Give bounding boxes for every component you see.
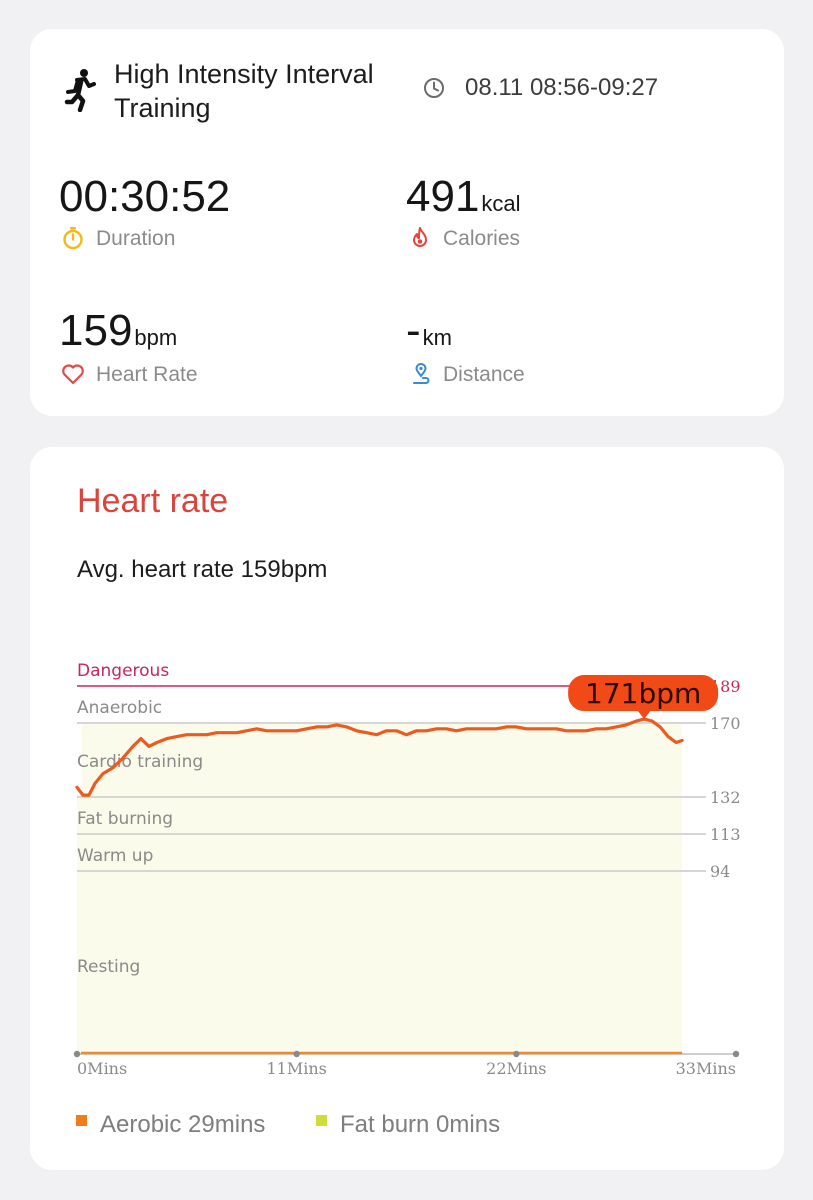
distance-value-text: - [406, 306, 421, 355]
clock-icon [424, 78, 444, 98]
running-person-icon [64, 69, 96, 112]
x-tick-11 [293, 1050, 300, 1058]
distance-unit: km [422, 325, 452, 350]
x-tick-33 [732, 1050, 740, 1058]
heart-rate-title: Heart rate [77, 482, 229, 520]
heart-rate-unit: bpm [134, 325, 178, 350]
zone-label-cardio-training: Cardio training [77, 752, 203, 772]
peak-tooltip-label: 171bpm [585, 677, 701, 710]
heart-rate-card: Heart rate Avg. heart rate 159bpm Danger… [30, 447, 784, 1170]
workout-title: High Intensity Interval Training [114, 59, 374, 123]
heart-rate-value: 159bpm [59, 306, 177, 363]
heart-rate-label: Heart Rate [96, 363, 198, 386]
duration-label: Duration [96, 227, 176, 250]
stopwatch-icon [63, 227, 83, 250]
zone-value-132: 132 [710, 788, 741, 807]
location-pin-icon [413, 363, 430, 384]
distance-label: Distance [443, 363, 525, 386]
zone-label-dangerous: Dangerous [77, 661, 169, 681]
heart-rate-area [77, 719, 683, 1054]
average-heart-rate: Avg. heart rate 159bpm [77, 556, 328, 583]
x-tick-label-11: 11Mins [266, 1059, 326, 1078]
zone-label-anaerobic: Anaerobic [77, 698, 162, 718]
x-tick-22 [513, 1050, 520, 1058]
distance-value: -km [406, 306, 452, 363]
calories-unit: kcal [481, 191, 521, 216]
zone-label-resting: Resting [77, 957, 140, 977]
zone-label-warm-up: Warm up [77, 846, 153, 866]
workout-summary-card: High Intensity Interval Training 08.11 0… [30, 29, 784, 416]
workout-time-range: 08.11 08:56-09:27 [465, 74, 659, 101]
calories-label: Calories [443, 227, 521, 250]
x-tick-label-22: 22Mins [486, 1059, 546, 1078]
aerobic-legend-label: Aerobic 29mins [100, 1111, 266, 1138]
zone-label-fat-burning: Fat burning [77, 809, 173, 829]
zone-value-170: 170 [710, 714, 741, 733]
peak-tooltip [568, 675, 719, 712]
duration-value: 00:30:52 [59, 172, 230, 222]
x-tick-label-0: 0Mins [77, 1059, 127, 1078]
x-tick-0 [73, 1050, 81, 1058]
zone-value-113: 113 [710, 825, 741, 844]
calories-value: 491kcal [406, 172, 521, 229]
flame-icon [413, 227, 427, 247]
x-tick-label-33: 33Mins [676, 1059, 736, 1078]
heart-rate-value-text: 159 [59, 306, 133, 355]
calories-value-text: 491 [406, 172, 480, 221]
peak-tooltip-pointer [637, 710, 652, 720]
heart-icon [62, 364, 84, 385]
fat-burn-legend-swatch [316, 1115, 327, 1126]
duration-value-text: 00:30:52 [59, 172, 231, 221]
zone-value-94: 94 [710, 862, 730, 881]
fat-burn-legend-label: Fat burn 0mins [340, 1111, 501, 1138]
heart-rate-line [75, 717, 684, 797]
aerobic-legend-swatch [76, 1115, 87, 1126]
